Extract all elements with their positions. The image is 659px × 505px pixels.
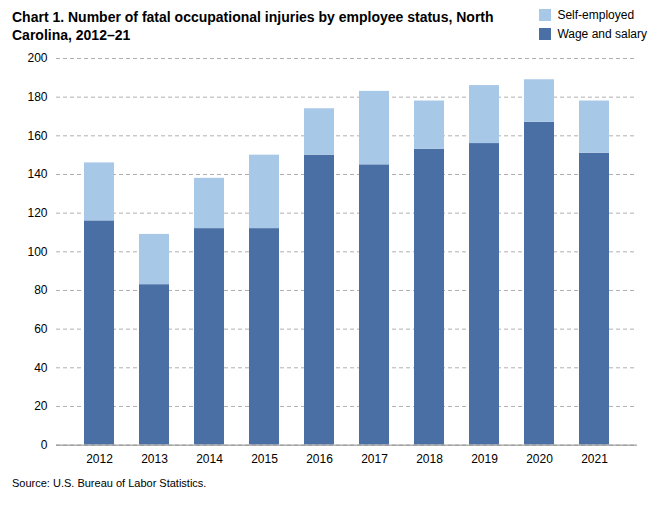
html-text:Wage and salary: Wage and salary [557,27,647,41]
svg-text:2013: 2013 [141,452,168,466]
svg-text:2015: 2015 [251,452,278,466]
svg-text:0: 0 [41,438,48,452]
svg-text:60: 60 [34,322,48,336]
svg-text:2017: 2017 [361,452,388,466]
svg-text:160: 160 [27,129,47,143]
svg-text:200: 200 [27,52,47,66]
svg-text:120: 120 [27,206,47,220]
svg-text:2016: 2016 [306,452,333,466]
svg-text:2020: 2020 [526,452,553,466]
html-text:Source: U.S. Bureau of Labor S: Source: U.S. Bureau of Labor Statistics. [12,477,207,489]
svg-text:180: 180 [27,90,47,104]
svg-text:2012: 2012 [86,452,113,466]
svg-text:2018: 2018 [416,452,443,466]
svg-text:2019: 2019 [471,452,498,466]
svg-text:2014: 2014 [196,452,223,466]
svg-text:80: 80 [34,284,48,298]
html-text:Self-employed: Self-employed [557,8,635,22]
svg-text:20: 20 [34,400,48,414]
svg-text:100: 100 [27,245,47,259]
svg-text:40: 40 [34,361,48,375]
svg-text:2021: 2021 [581,452,608,466]
html-text:Chart 1. Number of fatal occup: Chart 1. Number of fatal occupational in… [12,9,494,44]
svg-text:140: 140 [27,168,47,182]
